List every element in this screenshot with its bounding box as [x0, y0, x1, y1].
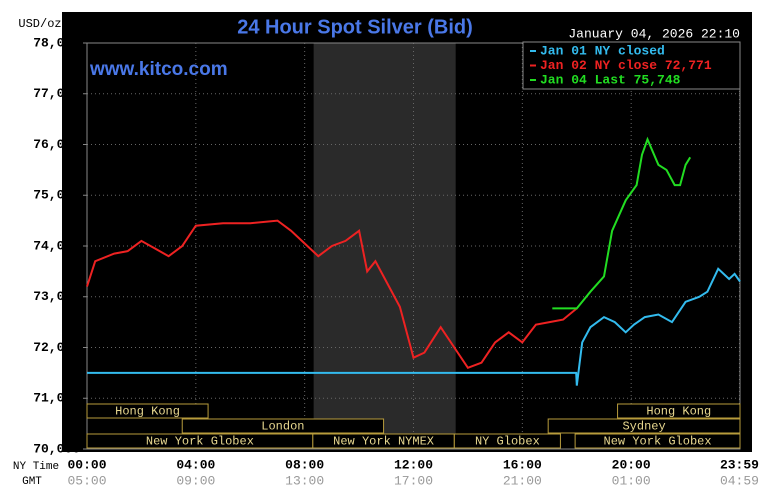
shaded-region [313, 43, 456, 449]
session-band [574, 433, 741, 449]
session-band [453, 433, 561, 449]
x2-tick-label: 05:00 [67, 473, 106, 488]
session-label: New York Globex [146, 435, 254, 449]
legend-label: Jan 01 NY closed [540, 43, 665, 58]
session-label: London [261, 420, 304, 434]
plot-border [86, 42, 741, 450]
x-axis-label: NY Time [13, 461, 59, 473]
x2-tick-label: 09:00 [176, 473, 215, 488]
y-tick-label: 73,000 [33, 289, 80, 304]
x-tick-label: 04:00 [176, 457, 215, 472]
x-tick-label: 08:00 [285, 457, 324, 472]
session-label: New York Globex [604, 435, 712, 449]
x-tick-label: 20:00 [612, 457, 651, 472]
series-line [87, 267, 741, 386]
session-label: Sydney [622, 420, 665, 434]
watermark: www.kitco.com [89, 59, 228, 80]
y-tick-label: 76,000 [33, 137, 80, 152]
y-tick-label: 70,000 [33, 441, 80, 456]
y-tick-label: 74,000 [33, 238, 80, 253]
timestamp: January 04, 2026 22:10 [568, 26, 740, 41]
legend-label: Jan 02 NY close 72,771 [540, 58, 712, 73]
session-band [617, 403, 741, 419]
session-band [86, 403, 209, 419]
series-line [86, 219, 578, 370]
x2-tick-label: 01:00 [612, 473, 651, 488]
series-line [552, 136, 692, 310]
y-tick-label: 75,000 [33, 188, 80, 203]
x-tick-label: 12:00 [394, 457, 433, 472]
chart-title: 24 Hour Spot Silver (Bid) [237, 16, 473, 38]
x-tick-label: 00:00 [67, 457, 106, 472]
y-tick-label: 78,000 [33, 35, 80, 50]
x2-tick-label: 04:59 [720, 473, 759, 488]
session-label: New York NYMEX [333, 435, 434, 449]
legend-label: Jan 04 Last 75,748 [540, 72, 681, 87]
y-tick-label: 77,000 [33, 86, 80, 101]
session-band [181, 418, 385, 434]
session-band [547, 418, 741, 434]
legend-box [522, 41, 741, 90]
y-tick-label: 72,000 [33, 340, 80, 355]
x2-tick-label: 21:00 [503, 473, 542, 488]
x2-tick-label: 17:00 [394, 473, 433, 488]
x-tick-label: 23:59 [720, 457, 759, 472]
x-tick-label: 16:00 [503, 457, 542, 472]
y-tick-label: 71,000 [33, 391, 80, 406]
session-label: Hong Kong [115, 405, 180, 419]
x2-tick-label: 13:00 [285, 473, 324, 488]
y-axis-label: USD/oz [18, 17, 61, 31]
x2-axis-label: GMT [22, 476, 42, 488]
session-label: NY Globex [475, 435, 540, 449]
session-label: Hong Kong [646, 405, 711, 419]
